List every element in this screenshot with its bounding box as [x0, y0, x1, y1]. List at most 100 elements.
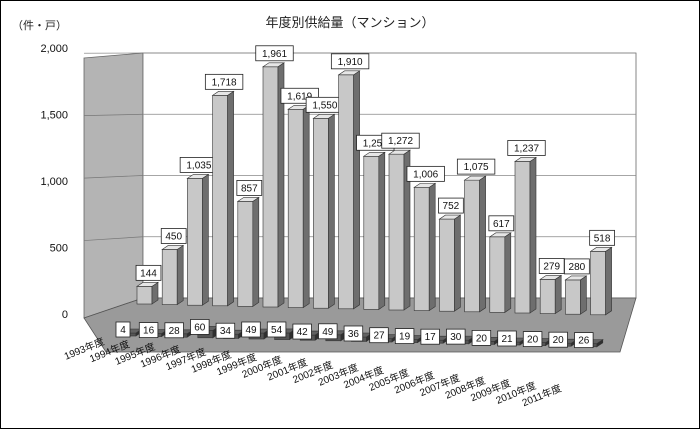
bar-total-top — [136, 282, 159, 287]
bar-total-side — [176, 244, 184, 306]
bar-small-label: 21 — [497, 330, 517, 347]
bar-total-front — [388, 153, 405, 311]
bar-small-label: 49 — [241, 321, 261, 338]
bar-total-label: 1,035 — [179, 157, 219, 173]
bar-total-label: 1,718 — [204, 73, 244, 90]
bar-total — [312, 113, 336, 309]
bar-total-top — [539, 275, 563, 280]
bar-total-label-text: 280 — [569, 262, 586, 273]
chart-title: 年度別供給量（マンション） — [265, 15, 434, 31]
bar-total — [413, 182, 437, 312]
bar-total-label: 144 — [135, 264, 162, 281]
bar-small-label-text: 20 — [527, 335, 539, 346]
bar-small-label-box — [446, 328, 466, 345]
bar-small-label-text: 49 — [322, 327, 334, 338]
bar-small-label-text: 60 — [194, 322, 206, 333]
bar-total-label-box — [488, 215, 515, 232]
bar-small-label-box — [394, 328, 415, 345]
bar-small-label: 34 — [215, 322, 236, 339]
bar-total-label-text: 1,035 — [186, 160, 211, 171]
bar-small-label: 30 — [446, 328, 466, 345]
bar-small-label-box — [164, 322, 184, 339]
bar-total-top — [236, 197, 260, 202]
bar-small-label-box — [318, 323, 338, 340]
bar-total-label-text: 1,250 — [363, 138, 388, 149]
bar-small-label-text: 36 — [348, 329, 360, 340]
bar-total-label-text: 1,961 — [262, 49, 287, 60]
bar-small-label-text: 4 — [120, 325, 126, 336]
bar-total — [564, 275, 588, 315]
bar-total-top — [262, 62, 285, 68]
bar-total-side — [454, 214, 461, 312]
bar-total-label-text: 617 — [493, 219, 510, 230]
bar-small-label-box — [548, 331, 568, 348]
bar-total-label-box — [507, 140, 546, 156]
bar-total-top — [388, 149, 411, 155]
bar-total-label: 1,272 — [381, 132, 420, 149]
bar-total-side — [302, 104, 310, 309]
bar-total-label-text: 1,910 — [338, 57, 363, 68]
bar-total-front — [287, 108, 304, 308]
bar-total-label: 1,961 — [255, 45, 294, 62]
bar-total-label-box — [160, 228, 187, 244]
bar-total-top — [463, 175, 487, 181]
bar-small-label-box — [292, 323, 312, 340]
side-gridline — [83, 175, 144, 179]
bar-total-label-box — [438, 197, 464, 214]
bar-total-label: 450 — [160, 228, 187, 244]
bar-total-side — [202, 173, 209, 306]
bar-total-front — [514, 161, 531, 314]
bar-small-label-text: 16 — [143, 326, 155, 337]
bar-total — [211, 90, 235, 307]
bar-total-label-box — [135, 264, 162, 281]
bar-total-side — [580, 275, 587, 315]
bar-small-label: 16 — [138, 322, 159, 339]
bar-total-side — [479, 175, 486, 313]
bar-total-label-text: 279 — [543, 261, 560, 272]
bar-total-front — [590, 251, 606, 316]
bar-total-top — [514, 157, 537, 162]
bar-small-label-box — [369, 327, 389, 344]
bar-total-top — [211, 91, 235, 96]
bar-total-label: 1,910 — [330, 53, 370, 70]
bar-small-label-box — [266, 321, 287, 338]
bar-total-label-text: 144 — [140, 268, 157, 279]
bar-total-label: 1,075 — [456, 158, 496, 175]
bar-total-label-box — [589, 229, 615, 246]
bar-small-label: 28 — [164, 322, 184, 339]
bar-small-label-text: 27 — [373, 331, 385, 342]
bar-small-label: 60 — [190, 319, 210, 335]
side-wall — [83, 52, 144, 319]
bar-total-front — [161, 249, 178, 305]
bar-small-label-text: 54 — [271, 325, 283, 336]
bar-small-label-text: 30 — [450, 332, 462, 343]
bar-total-side — [252, 196, 260, 307]
bar-total-front — [187, 178, 203, 306]
bar-total-label-text: 518 — [594, 233, 611, 244]
bar-small-label-text: 17 — [425, 332, 437, 343]
bar-total-top — [413, 183, 437, 188]
bar-total-front — [262, 66, 279, 308]
bar-small-label-text: 21 — [501, 334, 513, 345]
bar-total-label-box — [381, 132, 420, 149]
bar-small-label: 20 — [522, 331, 543, 348]
bar-total-label: 1,006 — [406, 165, 445, 182]
bar-total-front — [539, 279, 556, 314]
bar-total — [287, 104, 311, 309]
bar-small-label-text: 20 — [476, 333, 488, 344]
bar-total-top — [312, 114, 336, 119]
bar-total-top — [337, 70, 361, 76]
bar-total-label-text: 857 — [241, 183, 258, 194]
bar-small-label-text: 28 — [169, 326, 181, 337]
bar-total — [337, 70, 361, 310]
bar-total-side — [353, 70, 360, 310]
bar-total-front — [313, 118, 329, 309]
bar-total-label: 279 — [538, 258, 565, 274]
bar-small-label-box — [215, 322, 236, 339]
bar-small-label: 54 — [266, 321, 287, 338]
bar-total-label-box — [236, 180, 263, 196]
bar-small-label-box — [190, 319, 210, 335]
bar-total — [463, 175, 487, 313]
bar-total-label-text: 1,619 — [287, 91, 312, 102]
